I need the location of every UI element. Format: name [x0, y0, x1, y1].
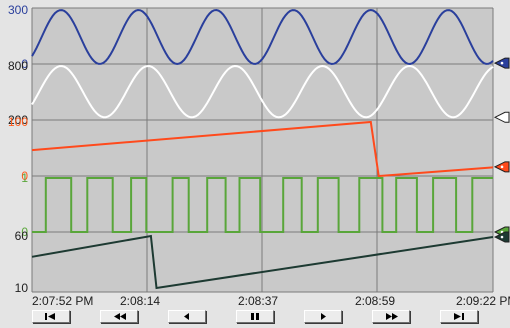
play-icon: [320, 313, 326, 320]
step-back-button[interactable]: [168, 310, 206, 323]
series-line-2: [31, 64, 494, 119]
y-tick-max-3: 100: [8, 115, 28, 129]
rewind-icon: [113, 313, 126, 320]
pause-button[interactable]: [236, 310, 274, 323]
x-tick-label: 2:08:14: [120, 294, 161, 308]
y-tick-min-4: 0: [21, 225, 28, 239]
rewind-button[interactable]: [100, 310, 138, 323]
y-tick-max-4: 1: [21, 171, 28, 185]
fast-forward-icon: [385, 313, 398, 320]
fast-forward-button[interactable]: [372, 310, 410, 323]
series-line-3: [31, 120, 494, 178]
pause-icon: [250, 313, 259, 320]
value-marker-1: [493, 57, 510, 69]
series-line-1: [31, 8, 494, 66]
series-line-4: [32, 177, 493, 233]
x-tick-label: 2:08:59: [355, 294, 396, 308]
value-marker-layer: [493, 57, 510, 243]
go-to-start-button[interactable]: [32, 310, 70, 323]
play-button[interactable]: [304, 310, 342, 323]
value-marker-2: [493, 111, 510, 123]
step-back-icon: [183, 313, 189, 320]
y-tick-min-3: 0: [21, 169, 28, 183]
y-tick-min-2: 200: [8, 113, 28, 127]
value-marker-5: [493, 231, 510, 243]
y-tick-max-1: 300: [8, 3, 28, 17]
series-layer: [31, 8, 494, 290]
y-tick-max-5: 60: [15, 229, 29, 243]
skip-to-start-icon: [44, 313, 55, 320]
x-tick-label: 2:07:52 PM: [32, 294, 94, 308]
x-tick-label: 2:08:37: [238, 294, 279, 308]
skip-to-end-icon: [453, 313, 464, 320]
series-line-5: [31, 234, 494, 290]
value-marker-3: [493, 161, 510, 173]
x-tick-label: 2:09:22 PM: [456, 294, 510, 308]
y-tick-min-1: 0: [21, 57, 28, 71]
go-to-end-button[interactable]: [440, 310, 478, 323]
y-tick-max-2: 800: [8, 59, 28, 73]
y-tick-min-5: 10: [15, 281, 29, 295]
